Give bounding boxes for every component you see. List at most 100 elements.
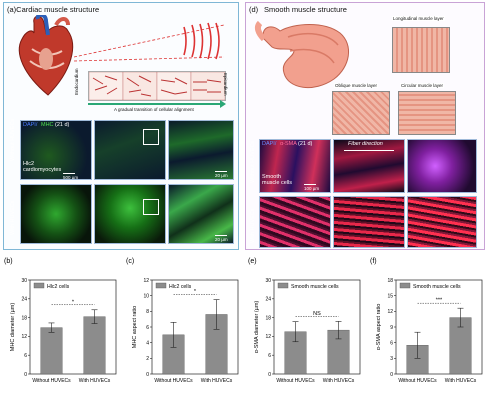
significance-label: ***: [436, 298, 443, 304]
panel-d: (d) Smooth muscle structure Longitudinal…: [245, 2, 485, 250]
alignment-strip: [88, 71, 226, 101]
y-tick-label: 30: [21, 278, 27, 284]
panel-label: (c): [126, 258, 134, 265]
y-tick-label: 6: [24, 353, 27, 359]
micrograph-d-without-mid: Fiber direction: [333, 139, 405, 193]
zoom-box: [143, 199, 159, 215]
zoom-rays: [74, 22, 225, 62]
micrograph-d-with-zoom: [407, 196, 477, 248]
y-tick-label: 10: [143, 293, 149, 299]
panel-label: (e): [248, 258, 257, 265]
y-tick-label: 0: [268, 372, 271, 378]
panel-d-title: Smooth muscle structure: [264, 5, 347, 14]
dapi-label: DAPI/: [262, 141, 277, 147]
y-tick-label: 18: [21, 315, 27, 321]
plot-frame: [29, 279, 117, 375]
scale-bar-500: 500 µm: [63, 175, 79, 180]
transition-arrow-head: [220, 100, 226, 108]
micrograph-a-with-overview: [20, 184, 92, 244]
scale-bar-20: 20 µm: [215, 237, 228, 242]
y-axis-label: α-SMA diameter (µm): [254, 301, 260, 354]
y-tick-label: 4: [146, 340, 149, 346]
significance-label: *: [72, 299, 75, 305]
chart-svg: (c) Hlc2 cells 0 2 4 6 8 10 12 MHC aspect ratio Wi…: [126, 258, 239, 384]
cell-type-label: Smooth muscle cells: [262, 174, 292, 186]
sma-label: α-SMA: [280, 141, 297, 147]
day-label: (21 d): [298, 141, 313, 147]
legend-swatch: [277, 282, 289, 289]
x-tick-label: Without HUVECs: [32, 378, 71, 384]
plot-frame: [273, 279, 361, 375]
y-tick-label: 12: [265, 334, 271, 340]
y-tick-label: 2: [146, 356, 149, 362]
y-tick-label: 24: [21, 297, 27, 303]
y-tick-label: 6: [268, 353, 271, 359]
chart-svg: (f) Smooth muscle cells 0 3 6 9 12 15 18 α-SMA as…: [370, 258, 483, 384]
y-tick-label: 6: [390, 340, 393, 346]
y-tick-label: 18: [265, 315, 271, 321]
legend-label: Hlc2 cells: [47, 284, 70, 290]
transition-caption: A gradual transition of cellular alignme…: [114, 107, 194, 112]
y-axis-label: MHC diameter (µm): [10, 303, 16, 352]
longitudinal-layer-label: Longitudinal muscle layer: [392, 16, 445, 21]
y-tick-label: 30: [265, 278, 271, 284]
oblique-layer-label: Oblique muscle layer: [334, 83, 379, 88]
chart-c: (c) Hlc2 cells 0 2 4 6 8 10 12 MHC aspect ratio Wi…: [124, 256, 244, 398]
y-tick-label: 12: [387, 309, 393, 315]
row-with-huvecs-d: With HUVECs: [250, 208, 256, 243]
y-tick-label: 0: [390, 372, 393, 378]
panel-a-label: (a)Cardiac muscle structure: [7, 5, 100, 14]
significance-label: *: [194, 289, 197, 295]
dapi-label: DAPI/: [23, 122, 38, 128]
fiber-direction-arrow: [344, 150, 394, 151]
y-tick-label: 12: [143, 278, 149, 284]
x-tick-label: Without HUVECs: [398, 378, 437, 384]
micrograph-a-with-mid: [94, 184, 166, 244]
x-tick-label: With HUVECs: [201, 378, 233, 384]
chart-b: (b) Hlc2 cells 0 6 12 18 24 30 MHC diameter (µm)…: [2, 256, 122, 398]
panel-a: (a)Cardiac muscle structure: [3, 2, 239, 250]
x-tick-label: With HUVECs: [323, 378, 355, 384]
legend-swatch: [399, 282, 411, 289]
x-tick-label: With HUVECs: [445, 378, 477, 384]
panel-d-label: (d): [249, 5, 259, 14]
y-tick-label: 3: [390, 356, 393, 362]
y-tick-label: 6: [146, 325, 149, 331]
epicardium-label: Epicardium: [223, 73, 228, 96]
y-tick-label: 9: [390, 325, 393, 331]
circular-layer-label: Circular muscle layer: [400, 83, 445, 88]
y-tick-label: 0: [24, 372, 27, 378]
stomach-illustration: [254, 20, 349, 89]
micrograph-a-with-zoom: 20 µm: [168, 184, 234, 244]
y-tick-label: 18: [387, 278, 393, 284]
longitudinal-layer-box: [392, 27, 450, 73]
x-tick-label: With HUVECs: [79, 378, 111, 384]
y-tick-label: 15: [387, 293, 393, 299]
cell-type-label: Hlc2 cardiomyocytes: [23, 161, 62, 173]
legend-swatch: [155, 282, 167, 289]
scale-bar-20: 20 µm: [215, 173, 228, 178]
fiber-direction-label: Fiber direction: [348, 141, 383, 147]
significance-label: NS: [313, 311, 321, 317]
panel-label: (b): [4, 258, 13, 265]
chart-f: (f) Smooth muscle cells 0 3 6 9 12 15 18 α-SMA as…: [368, 256, 488, 398]
micrograph-d-without-overview: DAPI/ α-SMA (21 d) Smooth muscle cells 1…: [259, 139, 331, 193]
micrograph-d-without-zoom: [407, 139, 477, 193]
legend-label: Smooth muscle cells: [413, 284, 461, 290]
chart-svg: (e) Smooth muscle cells 0 6 12 18 24 30 α-SMA di…: [248, 258, 361, 384]
row-with-huvecs-a: With HUVECs: [10, 200, 16, 235]
micrograph-a-without-zoom: 20 µm: [168, 120, 234, 180]
micrograph-a-without-mid: [94, 120, 166, 180]
bar: [40, 327, 63, 375]
scale-bar-100: 100 µm: [304, 186, 320, 191]
circular-layer-box: [398, 91, 456, 135]
legend-label: Hlc2 cells: [169, 284, 192, 290]
row-without-huvecs-d: Without HUVECs: [250, 140, 256, 183]
x-tick-label: Without HUVECs: [154, 378, 193, 384]
micrograph-d-with-overview: [259, 196, 331, 248]
transition-arrow: [88, 103, 222, 105]
oblique-layer-box: [332, 91, 390, 135]
y-tick-label: 8: [146, 309, 149, 315]
y-tick-label: 12: [21, 334, 27, 340]
micrograph-a-without-overview: DAPI/ MHC (21 d) Hlc2 cardiomyocytes 500…: [20, 120, 92, 180]
